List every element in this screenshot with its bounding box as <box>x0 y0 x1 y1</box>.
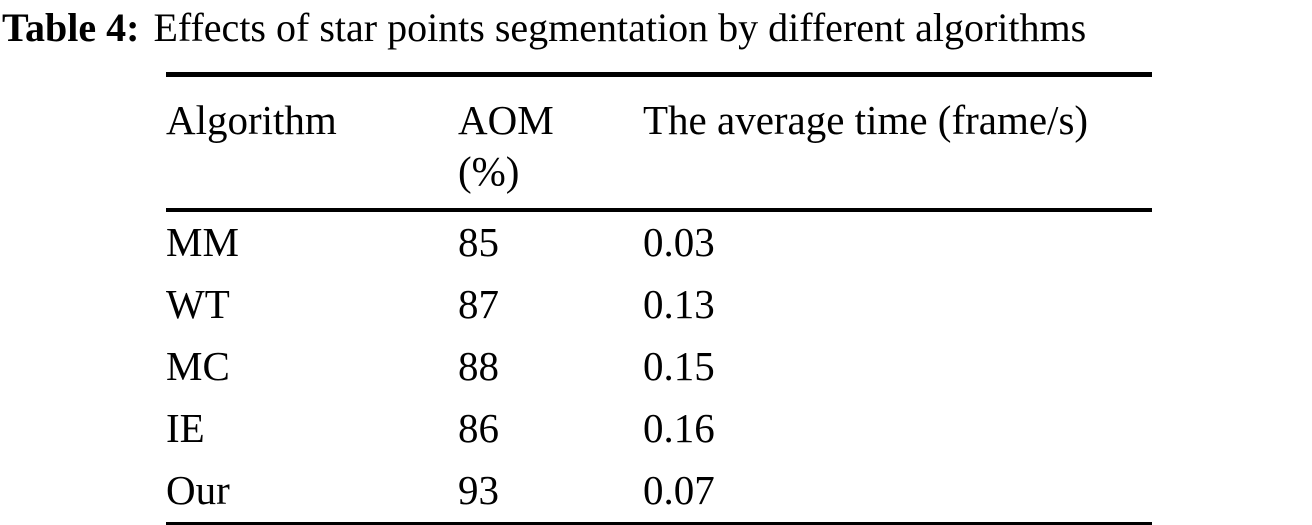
cell-aom_percent: 87 <box>458 280 499 327</box>
cell-aom_percent: 86 <box>458 404 499 451</box>
cell-algorithm: IE <box>166 404 205 451</box>
table-row: MM 85 0.03 <box>166 210 1152 274</box>
cell-algorithm: MC <box>166 342 230 389</box>
column-header-avg_time_frame_s: The average time (frame/s) <box>643 75 1152 210</box>
cell-avg_time_frame_s: 0.03 <box>643 218 715 265</box>
column-header-aom_percent: AOM (%) <box>458 75 643 210</box>
results-table: Algorithm AOM (%) The average time (frame/… <box>166 72 1152 525</box>
table-caption-label: Table 4: <box>2 5 140 50</box>
table-head: Algorithm AOM (%) The average time (frame/… <box>166 75 1152 210</box>
table-caption-text: Effects of star points segmentation by d… <box>153 5 1087 50</box>
column-header-label: The average time (frame/s) <box>643 97 1089 143</box>
table-row: MC 88 0.15 <box>166 336 1152 398</box>
table-row: IE 86 0.16 <box>166 398 1152 460</box>
column-header-label: Algorithm <box>166 97 337 143</box>
cell-aom_percent: 88 <box>458 342 499 389</box>
column-header-algorithm: Algorithm <box>166 75 458 210</box>
cell-aom_percent: 85 <box>458 218 499 265</box>
table-header-row: Algorithm AOM (%) The average time (frame/… <box>166 75 1152 210</box>
table-caption: Table 4: Effects of star points segmentat… <box>2 4 1312 52</box>
table-row: WT 87 0.13 <box>166 274 1152 336</box>
cell-avg_time_frame_s: 0.07 <box>643 466 715 513</box>
column-header-label: AOM (%) <box>458 97 554 195</box>
cell-avg_time_frame_s: 0.15 <box>643 342 715 389</box>
table-row: Our 93 0.07 <box>166 460 1152 525</box>
results-table-container: Algorithm AOM (%) The average time (frame/… <box>166 72 1152 525</box>
cell-avg_time_frame_s: 0.16 <box>643 404 715 451</box>
cell-algorithm: Our <box>166 466 230 513</box>
table-body: MM 85 0.03 WT 87 0.13 MC 88 0.15 IE 86 0.16 Our 93 0.0… <box>166 210 1152 525</box>
cell-avg_time_frame_s: 0.13 <box>643 280 715 327</box>
cell-algorithm: MM <box>166 218 239 265</box>
cell-algorithm: WT <box>166 280 230 327</box>
cell-aom_percent: 93 <box>458 466 499 513</box>
